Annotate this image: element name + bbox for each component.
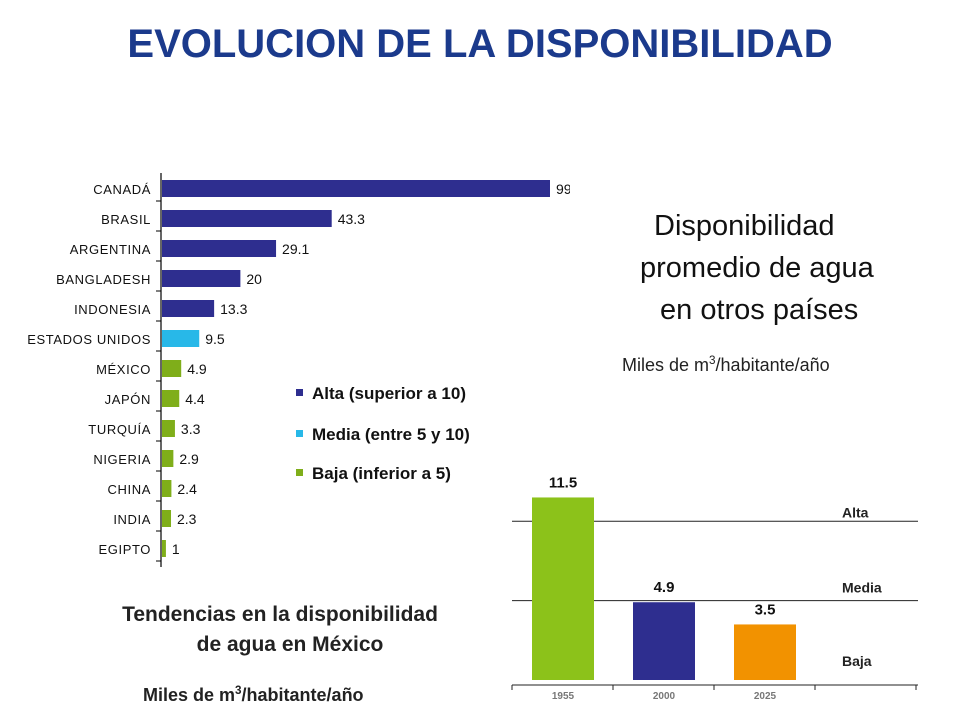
zone-label-media: Media [842, 580, 882, 596]
bar-turquia [162, 420, 175, 437]
bar-1955 [532, 497, 594, 680]
legend-swatch-alta [296, 389, 303, 397]
bar-indonesia [162, 300, 215, 317]
legend-label-alta: Alta (superior a 10) [312, 384, 466, 403]
bar-india [162, 510, 172, 527]
world-title-line-1: Disponibilidad [654, 210, 835, 242]
data-label-nigeria: 2.9 [179, 451, 199, 467]
data-label-2025: 3.5 [755, 601, 776, 618]
units-prefix: Miles de m [143, 685, 236, 705]
y-tick-label-india: INDIA [113, 512, 151, 527]
y-tick-label-turquia: TURQUÍA [88, 422, 151, 437]
data-label-turquia: 3.3 [181, 421, 201, 437]
data-label-1955: 11.5 [549, 474, 577, 491]
mexico-trend-title: Tendencias en la disponibilidad de agua … [40, 600, 520, 660]
units-exponent: 3 [235, 684, 242, 697]
country-bar-chart: CANADÁ BRASIL ARGENTINA BANGLADESH INDONESIA… [27, 173, 570, 567]
bar-argentina [162, 240, 277, 257]
y-tick-label-indonesia: INDONESIA [74, 302, 151, 317]
data-label-india: 2.3 [177, 511, 197, 527]
data-label-argentina: 29.1 [282, 241, 309, 257]
units-exponent: 3 [709, 354, 716, 367]
data-label-egipto: 1 [172, 541, 180, 557]
bar-2025 [734, 624, 796, 680]
bar-2000 [633, 602, 695, 680]
bar-japon [162, 390, 180, 407]
y-tick-label-bangladesh: BANGLADESH [56, 272, 151, 287]
bar-canada [162, 180, 550, 197]
data-label-estados-unidos: 9.5 [205, 331, 225, 347]
bar-brasil [162, 210, 332, 227]
world-availability-title: Disponibilidad promedio de agua en otros… [610, 205, 930, 331]
y-tick-label-japon: JAPÓN [105, 392, 151, 407]
y-tick-label-estados-unidos: ESTADOS UNIDOS [27, 332, 151, 347]
data-label-bangladesh: 20 [246, 271, 262, 287]
y-tick-label-brasil: BRASIL [101, 212, 151, 227]
world-units-label: Miles de m3/habitante/año [622, 354, 830, 376]
mexico-trend-chart: Alta Media Baja 11.5 1955 4.9 2000 3.5 2025 [511, 474, 918, 702]
y-tick-label-mexico: MÉXICO [96, 362, 151, 377]
trend-title-line-2: de agua en México [196, 633, 384, 656]
bar-egipto [162, 540, 166, 557]
y-tick-label-argentina: ARGENTINA [70, 242, 151, 257]
y-tick-label-canada: CANADÁ [93, 182, 151, 197]
y-tick-label-egipto: EGIPTO [99, 542, 151, 557]
legend-swatch-baja [296, 469, 303, 477]
data-label-brasil: 43.3 [338, 211, 365, 227]
zone-label-baja: Baja [842, 653, 872, 669]
bar-bangladesh [162, 270, 241, 287]
legend-item-alta: Alta (superior a 10) [296, 384, 466, 404]
zone-label-alta: Alta [842, 504, 869, 520]
trend-title-line-1: Tendencias en la disponibilidad [122, 603, 438, 626]
page-title: EVOLUCION DE LA DISPONIBILIDAD [127, 22, 833, 66]
legend-item-baja: Baja (inferior a 5) [296, 464, 451, 484]
y-tick-label-nigeria: NIGERIA [93, 452, 151, 467]
bar-mexico [162, 360, 182, 377]
x-tick-label-2025: 2025 [754, 691, 777, 702]
bar-china [162, 480, 172, 497]
bar-nigeria [162, 450, 174, 467]
units-suffix: /habitante/año [715, 355, 830, 375]
units-suffix: /habitante/año [241, 685, 364, 705]
legend-item-media: Media (entre 5 y 10) [296, 425, 470, 445]
world-title-line-2: promedio de agua [640, 252, 874, 284]
data-label-indonesia: 13.3 [220, 301, 247, 317]
mexico-units-label: Miles de m3/habitante/año [143, 684, 364, 706]
bar-estados-unidos [162, 330, 200, 347]
data-label-japon: 4.4 [185, 391, 205, 407]
x-tick-label-1955: 1955 [552, 691, 575, 702]
data-label-canada: 99 [556, 181, 570, 197]
x-tick-label-2000: 2000 [653, 691, 676, 702]
data-label-mexico: 4.9 [187, 361, 207, 377]
legend-swatch-media [296, 430, 303, 438]
data-label-2000: 4.9 [654, 579, 675, 596]
legend-label-baja: Baja (inferior a 5) [312, 464, 451, 483]
world-title-line-3: en otros países [660, 294, 859, 326]
legend-label-media: Media (entre 5 y 10) [312, 425, 470, 444]
y-tick-label-china: CHINA [108, 482, 151, 497]
units-prefix: Miles de m [622, 355, 710, 375]
data-label-china: 2.4 [177, 481, 197, 497]
